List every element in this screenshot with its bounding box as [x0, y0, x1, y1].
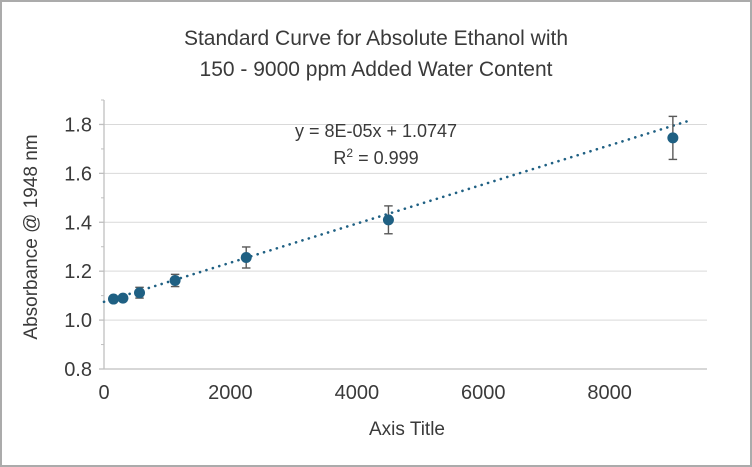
x-tick-label: 6000 [461, 382, 506, 404]
x-tick-label: 4000 [335, 382, 380, 404]
data-point [117, 292, 129, 304]
r-squared-exponent: 2 [346, 146, 354, 160]
x-tick-label: 0 [98, 382, 109, 404]
y-tick-label: 0.8 [64, 359, 92, 381]
x-axis-title: Axis Title [368, 419, 446, 440]
data-point [382, 214, 394, 226]
data-point [134, 287, 146, 299]
y-tick-label: 1.8 [64, 114, 92, 136]
y-tick-label: 1.4 [64, 212, 92, 234]
trendline [102, 120, 689, 304]
y-axis-title: Absorbance @ 1948 nm [21, 134, 42, 340]
data-point [667, 132, 679, 144]
data-point [240, 251, 252, 263]
data-point [107, 293, 119, 305]
chart-title-line2: 150 - 9000 ppm Added Water Content [199, 58, 553, 81]
data-point [169, 274, 181, 286]
y-tick-label: 1.2 [64, 261, 92, 283]
trendline-equation: y = 8E-05x + 1.0747 [294, 121, 458, 141]
x-tick-label: 2000 [208, 382, 253, 404]
y-tick-label: 1.0 [64, 310, 92, 332]
r-squared: R2 = 0.999 [251, 142, 501, 169]
y-tick-label: 1.6 [64, 163, 92, 185]
trendline-label: y = 8E-05x + 1.0747 R2 = 0.999 [251, 120, 501, 169]
x-tick-label: 8000 [587, 382, 632, 404]
chart-title: Standard Curve for Absolute Ethanol with… [2, 23, 750, 85]
r-squared-value: = 0.999 [353, 148, 419, 168]
r-squared-base: R [333, 148, 347, 168]
chart-title-line1: Standard Curve for Absolute Ethanol with [183, 27, 569, 50]
